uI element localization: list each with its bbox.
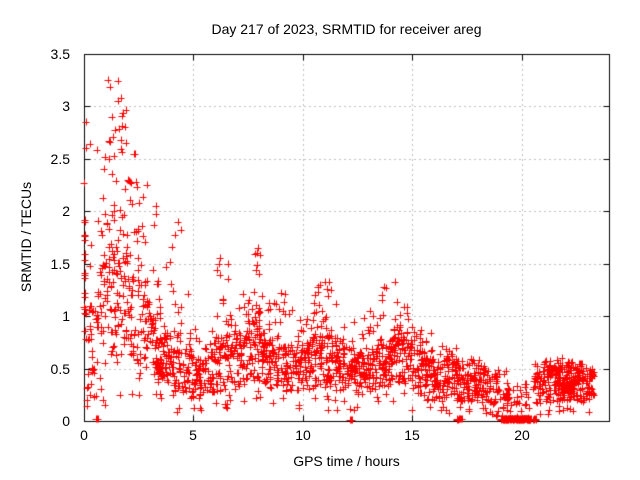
x-tick-label: 10 — [295, 427, 311, 443]
x-axis-label: GPS time / hours — [293, 453, 400, 469]
y-tick-label: 1 — [62, 308, 70, 324]
y-tick-label: 0 — [62, 413, 70, 429]
y-tick-label: 1.5 — [50, 256, 70, 272]
chart-title: Day 217 of 2023, SRMTID for receiver are… — [211, 21, 482, 37]
y-tick-label: 3 — [62, 98, 70, 114]
y-tick-label: 2.5 — [50, 151, 70, 167]
x-tick-label: 5 — [189, 427, 197, 443]
y-tick-label: 3.5 — [50, 46, 70, 62]
y-tick-label: 2 — [62, 203, 70, 219]
x-tick-label: 20 — [514, 427, 530, 443]
x-tick-label: 0 — [80, 427, 88, 443]
x-tick-label: 15 — [404, 427, 420, 443]
y-axis-label: SRMTID / TECUs — [18, 181, 34, 293]
y-tick-label: 0.5 — [50, 361, 70, 377]
